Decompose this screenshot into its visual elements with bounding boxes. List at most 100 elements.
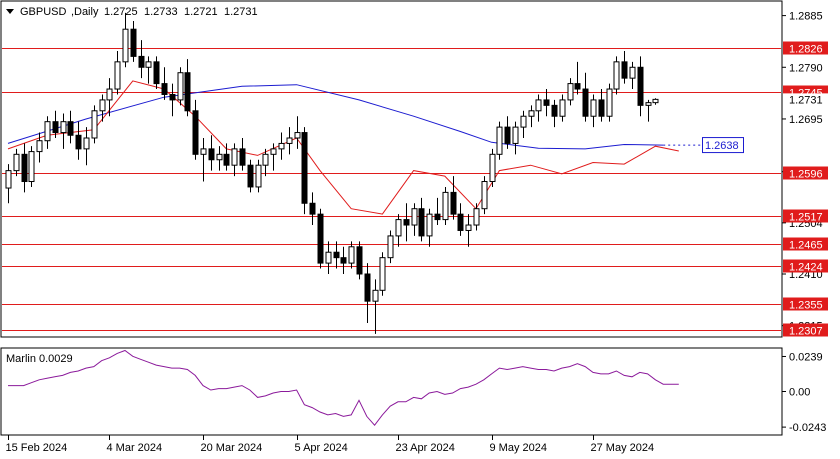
oscillator-line [8,349,679,426]
candle-body [379,257,386,291]
candle-body [106,88,113,101]
indicator-pane [0,347,783,436]
level-labels: 1.28261.27451.25961.25171.24651.24241.23… [783,41,828,338]
candle-body [13,153,20,172]
candle-body [489,153,496,183]
candle-body [559,99,566,117]
ma-blue-label-box [702,137,744,154]
candle-body [442,191,449,221]
candle-body [138,55,145,68]
level-label: 1.2465 [789,240,823,252]
candle-body [130,28,137,57]
level-label: 1.2517 [789,212,823,224]
current-price-box [783,93,828,106]
candle-body [481,181,488,210]
time-tick-label: 27 May 2024 [591,442,655,454]
candle-body [231,148,238,166]
candle-body [348,246,355,264]
candle-body [309,202,316,215]
candle-body [5,170,12,189]
chart-symbol: GBPUSD [20,6,67,18]
candle-body [216,153,223,161]
ohlc-low: 1.2721 [184,6,218,18]
candle-body [606,88,613,117]
candle-body [99,99,106,112]
candle-body [28,151,35,183]
candle-body [255,164,262,188]
candle-body [223,153,230,166]
candle-body [496,126,503,155]
candle-body [184,72,191,112]
level-label: 1.2307 [789,326,823,338]
oscillator-tick-label: 0.0239 [789,351,823,363]
candle-body [52,121,59,134]
candle-body [528,110,535,117]
level-label: 1.2355 [789,300,823,312]
current-price-label: 1.2731 [789,94,823,106]
candle-body [317,213,324,264]
candle-body [613,61,620,90]
candle-body [294,132,301,139]
oscillator-tick-label: 0.00 [789,387,810,399]
oscillator-layer: 0.0239 0.00 -0.0243 [8,349,826,434]
candles-layer [5,12,659,334]
ma-red-line [7,80,679,215]
candle-body [411,208,418,226]
candle-body [551,104,558,117]
price-tick-label: 1.2790 [789,62,823,74]
level-label-box [783,41,828,55]
oscillator-title: Marlin 0.0029 [6,353,73,365]
time-tick-label: 23 Apr 2024 [396,442,455,454]
level-label-box [783,237,828,251]
candle-body [239,148,246,166]
candle-body [44,121,51,142]
candle-body [262,153,269,166]
candle-body [21,153,28,183]
candle-body [543,99,550,106]
candle-body [574,83,581,90]
price-tick-label: 1.2885 [789,11,823,23]
candle-body [177,72,184,101]
candle-body [75,134,82,150]
level-label-box [783,259,828,273]
candle-body [598,99,605,117]
candle-body [473,208,480,226]
candle-body [91,110,98,139]
candle-body [270,148,277,155]
candle-body [457,213,464,231]
candle-body [520,115,527,128]
candle-body [169,93,176,101]
candle-body [278,142,285,150]
candle-body [356,246,363,275]
candle-body [67,121,74,136]
candle-body [114,61,121,90]
ohlc-close: 1.2731 [224,6,258,18]
candle-body [208,148,215,161]
level-label-box [783,323,828,337]
candle-body [200,148,207,155]
ohlc-high: 1.2733 [144,6,178,18]
candle-body [145,61,152,68]
candle-body [504,126,511,144]
time-tick-label: 9 May 2024 [490,442,547,454]
candle-body [426,213,433,237]
level-label-box [783,297,828,311]
candle-body [512,126,519,144]
candle-body [434,213,441,221]
level-label-box [783,209,828,223]
candle-body [629,66,636,79]
candle-body [621,61,628,79]
chart-timeframe-comma: , [71,6,74,18]
collapse-triangle-icon[interactable] [6,9,14,14]
chart-timeframe: Daily [74,6,99,18]
candle-body [637,66,644,106]
level-label-box [783,166,828,180]
time-tick-label: 20 Mar 2024 [201,442,263,454]
candle-body [192,110,199,155]
candle-body [450,191,457,215]
time-tick-label: 5 Apr 2024 [295,442,348,454]
time-tick-label: 15 Feb 2024 [6,442,68,454]
candle-body [403,219,410,226]
candle-body [387,235,394,259]
